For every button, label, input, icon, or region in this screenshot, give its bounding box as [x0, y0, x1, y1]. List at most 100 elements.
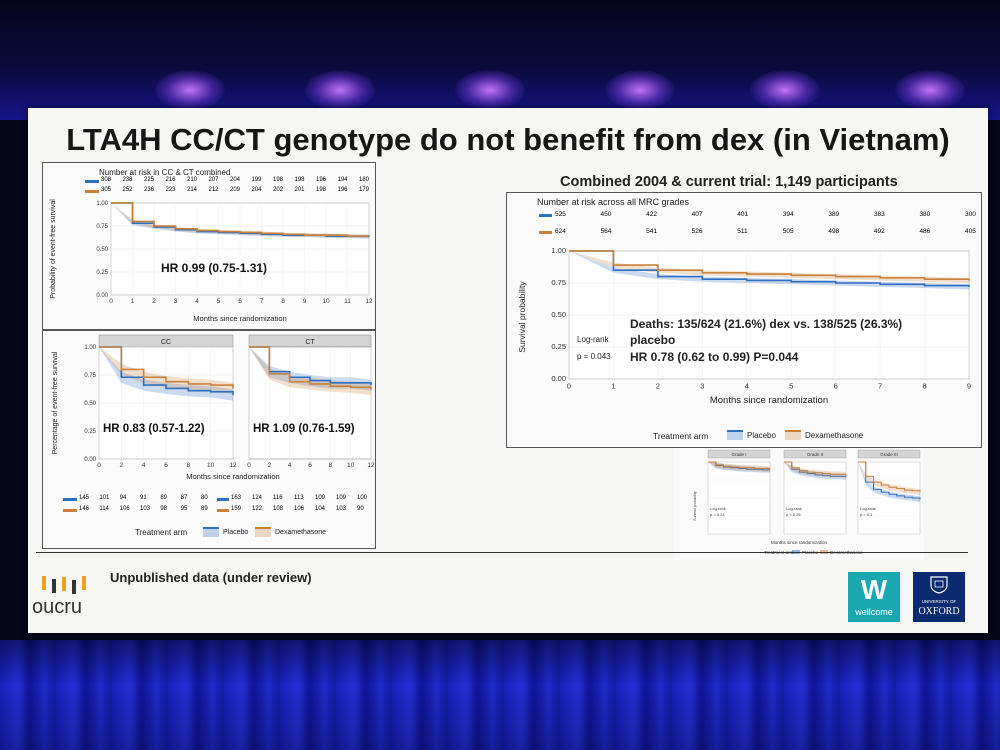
risk-value: 145: [79, 495, 90, 501]
projection-screen: LTA4H CC/CT genotype do not benefit from…: [28, 108, 988, 633]
x-tick-label: 12: [229, 462, 237, 469]
oucru-logo: oucru: [32, 596, 83, 618]
x-tick-label: 12: [367, 462, 375, 469]
risk-value: 300: [965, 211, 976, 218]
x-tick-label: 10: [207, 462, 215, 469]
x-tick-label: 6: [238, 298, 242, 305]
risk-value: 116: [273, 495, 283, 501]
survival-line-dex: [569, 250, 970, 281]
x-tick-label: 12: [365, 298, 373, 305]
dex-swatch: [217, 509, 229, 512]
y-tick-label: 0.00: [96, 293, 108, 299]
risk-value: 196: [316, 177, 327, 183]
risk-value: 383: [873, 211, 885, 218]
legend-placebo-label: Placebo: [223, 529, 249, 536]
legend-placebo-key: [727, 430, 743, 440]
footer-divider: [36, 552, 968, 553]
placebo-swatch: [217, 498, 229, 501]
x-tick-label: 1: [611, 382, 615, 391]
risk-value: 159: [231, 506, 242, 512]
legend-dex-key: [255, 527, 271, 537]
risk-value: 236: [144, 187, 155, 193]
x-tick-label: 10: [322, 298, 330, 305]
risk-value: 122: [252, 506, 263, 512]
hr-text: HR 0.99 (0.75-1.31): [161, 261, 267, 275]
risk-value: 202: [273, 187, 284, 193]
legend-placebo-key: [203, 527, 219, 537]
risk-value: 214: [187, 187, 198, 193]
risk-value: 201: [294, 187, 305, 193]
oxford-logo: UNIVERSITY OF OXFORD: [913, 572, 965, 622]
y-tick-label: 0.00: [551, 374, 566, 383]
legend-title: Treatment arm: [135, 528, 188, 537]
risk-value: 114: [99, 506, 109, 512]
oxford-logo-small-text: UNIVERSITY OF: [921, 599, 957, 604]
left-top-panel: Number at risk in CC & CT combined 308 23…: [42, 162, 376, 330]
risk-value: 204: [251, 187, 262, 193]
grade-survival-line: [784, 461, 847, 475]
placebo-swatch: [63, 498, 77, 501]
risk-value: 91: [140, 495, 147, 501]
legend-dex-label: Dexamethasone: [805, 431, 864, 440]
survival-line-dex: [111, 202, 369, 237]
stage-light: [895, 70, 965, 110]
risk-value: 308: [101, 177, 112, 183]
risk-value: 204: [230, 177, 241, 183]
risk-value: 100: [357, 495, 368, 501]
x-axis-label: Months since randomization: [193, 314, 286, 323]
legend-placebo-label: Placebo: [747, 431, 776, 440]
risk-value: 104: [315, 506, 326, 512]
legend-dex-key: [785, 430, 801, 440]
risk-value: 124: [252, 495, 263, 501]
x-tick-label: 4: [288, 462, 292, 469]
stage-background-bottom: [0, 640, 1000, 750]
y-axis-label: Probability of event-free survival: [50, 199, 57, 299]
y-tick-label: 0.50: [551, 310, 566, 319]
stage-light: [750, 70, 820, 110]
stage-light: [305, 70, 375, 110]
dex-swatch: [539, 231, 552, 234]
x-tick-label: 0: [247, 462, 251, 469]
risk-row-placebo: 308 238 225 216 210 207 204 199 198 198 196 194 180: [101, 177, 373, 187]
risk-value: 305: [101, 187, 112, 193]
cc-risk-row-placebo: 145 101 94 91 89 87 80: [79, 495, 215, 505]
risk-value: 94: [119, 495, 127, 501]
grade-p: p = 0.24: [710, 512, 725, 517]
y-tick-label: 0.75: [84, 373, 96, 379]
survival-chart-by-genotype: CC CT1.000.750.500.250.000 2 4 6 8 10 12 0 2 4 6 8 10…: [52, 334, 375, 481]
risk-value: 106: [294, 506, 305, 512]
grade-title: Grade I: [731, 452, 746, 457]
x-tick-label: 4: [195, 298, 199, 305]
grade-p: p = 0.1: [860, 512, 873, 517]
x-tick-label: 11: [344, 298, 351, 305]
y-tick-label: 0.75: [96, 224, 108, 230]
risk-value: 106: [119, 506, 130, 512]
ct-hr-text: HR 1.09 (0.76-1.59): [253, 423, 355, 435]
wellcome-logo-text: wellcome: [855, 607, 893, 617]
x-axis-label: Months since randomization: [710, 395, 828, 406]
risk-value: 212: [208, 187, 219, 193]
x-tick-label: 2: [656, 382, 660, 391]
oxford-logo-text: OXFORD: [918, 606, 960, 617]
y-tick-label: 0.50: [96, 247, 108, 253]
risk-value: 209: [230, 187, 241, 193]
risk-value: 223: [165, 187, 176, 193]
wellcome-logo: W wellcome: [848, 572, 900, 622]
risk-value: 199: [251, 177, 262, 183]
risk-value: 80: [201, 495, 208, 501]
x-tick-label: 1: [131, 298, 135, 305]
x-tick-label: 8: [922, 382, 926, 391]
oxford-crest-icon: [930, 576, 948, 594]
placebo-swatch: [85, 180, 99, 183]
survival-line-placebo: [99, 346, 234, 396]
risk-value: 541: [646, 228, 657, 235]
risk-value: 95: [180, 506, 188, 512]
x-tick-label: 2: [268, 462, 272, 469]
y-tick-label: 1.00: [84, 345, 96, 351]
y-tick-label: 0.50: [84, 401, 96, 407]
x-tick-label: 0: [97, 462, 101, 469]
x-tick-label: 7: [878, 382, 882, 391]
wellcome-logo-mark: W: [860, 574, 888, 605]
x-axis-label: Months since randomization: [186, 472, 279, 481]
